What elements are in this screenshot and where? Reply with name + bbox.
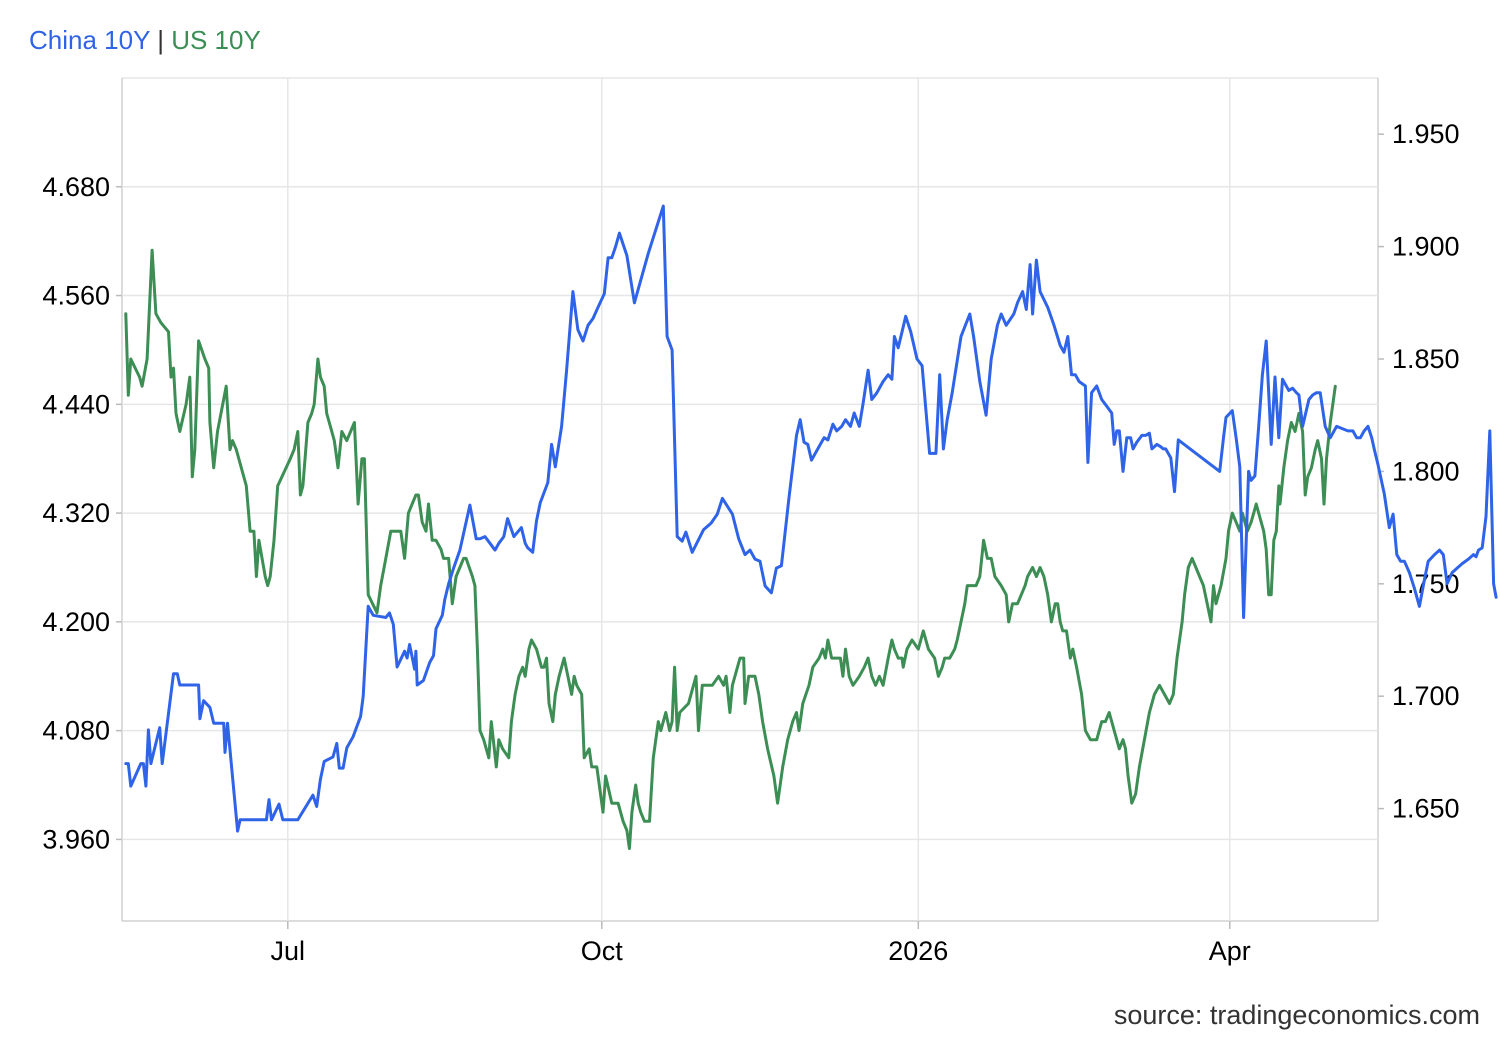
y-right-tick-label: 1.700 [1392,681,1460,711]
y-right-tick-label: 1.650 [1392,794,1460,824]
y-right-tick-label: 1.800 [1392,456,1460,486]
y-right-tick-label: 1.850 [1392,344,1460,374]
y-left-tick-label: 4.080 [42,716,110,746]
y-right-tick-label: 1.900 [1392,232,1460,262]
x-tick-label: Jul [271,936,306,966]
y-left-tick-label: 4.680 [42,172,110,202]
china-10y-line [124,204,1498,833]
x-tick-label: Apr [1209,936,1251,966]
y-left-tick-label: 3.960 [42,824,110,854]
x-tick-label: Oct [581,936,624,966]
y-left-tick-label: 4.320 [42,498,110,528]
y-left-tick-label: 4.440 [42,389,110,419]
chart-legend: China 10Y | US 10Y [29,24,261,56]
y-left-tick-label: 4.560 [42,281,110,311]
us-10y-line [124,248,1337,850]
y-left-tick-label: 4.200 [42,607,110,637]
x-tick-label: 2026 [888,936,948,966]
legend-us-10y[interactable]: US 10Y [171,25,261,55]
source-credit: source: tradingeconomics.com [1113,1000,1480,1030]
y-right-tick-label: 1.950 [1392,119,1460,149]
legend-china-10y[interactable]: China 10Y [29,25,150,55]
legend-separator: | [157,25,164,55]
